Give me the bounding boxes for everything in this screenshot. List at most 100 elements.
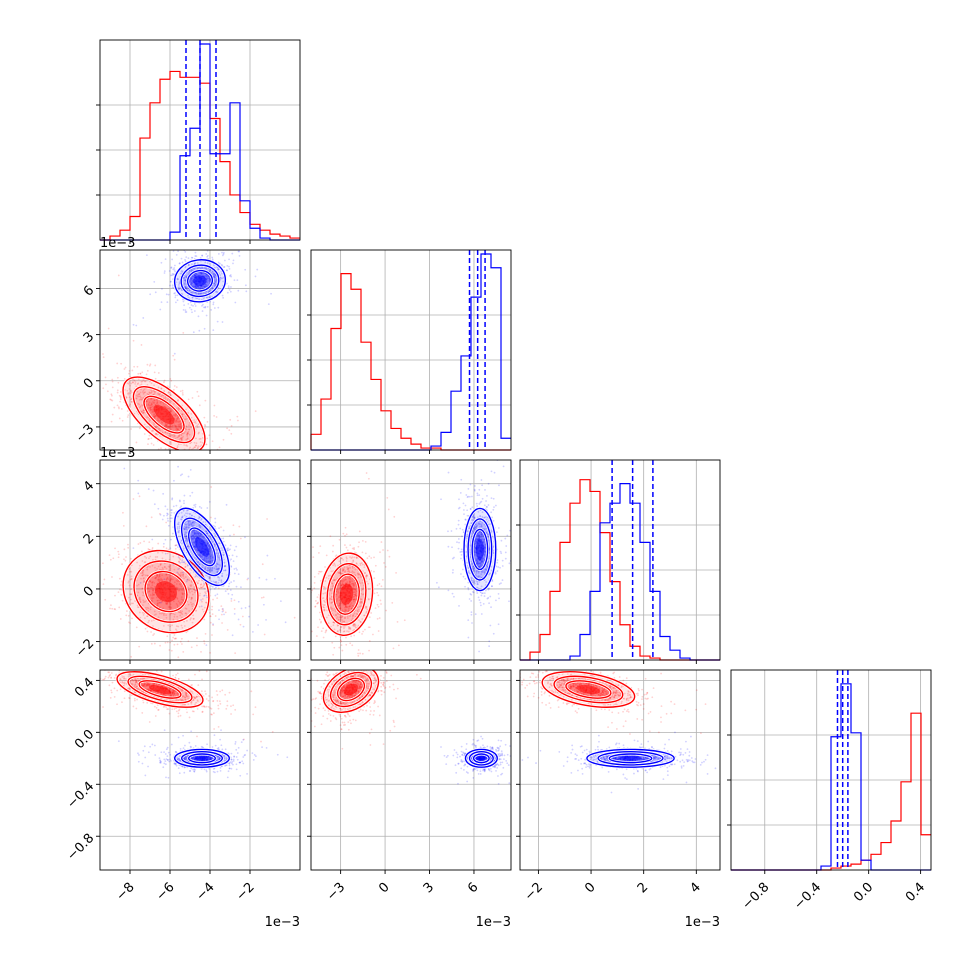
scatter-point bbox=[157, 417, 159, 420]
scatter-point bbox=[334, 610, 337, 613]
scatter-point bbox=[158, 420, 161, 423]
scatter-point bbox=[335, 554, 338, 557]
scatter-point bbox=[197, 267, 199, 270]
scatter-point bbox=[117, 381, 120, 384]
scatter-point bbox=[143, 555, 146, 558]
scatter-point bbox=[181, 473, 184, 476]
scatter-point bbox=[201, 598, 204, 600]
scatter-point bbox=[353, 587, 356, 590]
scatter-point bbox=[204, 452, 206, 454]
scatter-point bbox=[337, 592, 339, 594]
scatter-point bbox=[175, 418, 178, 420]
scatter-point bbox=[158, 393, 160, 396]
scatter-point bbox=[254, 275, 257, 278]
scatter-point bbox=[181, 261, 184, 264]
scatter-point bbox=[111, 399, 114, 402]
scatter-point bbox=[345, 546, 348, 549]
scatter-point bbox=[340, 557, 343, 560]
scatter-point bbox=[193, 545, 196, 547]
scatter-point bbox=[366, 574, 368, 577]
scatter-point bbox=[191, 593, 194, 596]
scatter-point bbox=[160, 577, 162, 580]
scatter-point bbox=[207, 567, 209, 570]
scatter-point bbox=[356, 572, 359, 575]
scatter-point bbox=[173, 267, 176, 269]
scatter-point bbox=[172, 454, 174, 456]
scatter-point bbox=[195, 458, 197, 460]
scatter-point bbox=[331, 585, 334, 588]
scatter-point bbox=[142, 317, 145, 319]
scatter-point bbox=[199, 292, 202, 295]
scatter-point bbox=[184, 260, 187, 263]
scatter-point bbox=[478, 650, 480, 653]
scatter-point bbox=[160, 578, 163, 581]
scatter-point bbox=[178, 286, 181, 289]
scatter-point bbox=[330, 606, 332, 609]
scatter-point bbox=[172, 563, 175, 566]
scatter-point bbox=[362, 630, 364, 633]
scatter-point bbox=[190, 412, 193, 415]
scatter-point bbox=[341, 582, 344, 585]
scatter-point bbox=[112, 557, 115, 560]
scatter-point bbox=[344, 608, 347, 611]
scatter-point bbox=[197, 517, 200, 520]
scatter-point bbox=[193, 267, 196, 270]
scatter-point bbox=[462, 502, 465, 505]
scatter-point bbox=[325, 616, 328, 619]
scatter-point bbox=[197, 292, 200, 295]
scatter-point bbox=[178, 557, 181, 560]
scatter-point bbox=[127, 581, 130, 584]
scatter-point bbox=[378, 583, 381, 585]
scatter-point bbox=[482, 540, 485, 543]
scatter-point bbox=[129, 392, 132, 395]
scatter-point bbox=[360, 598, 363, 601]
scatter-point bbox=[154, 415, 157, 418]
scatter-point bbox=[193, 274, 196, 276]
scatter-point bbox=[194, 286, 197, 288]
scatter-point bbox=[324, 592, 327, 594]
scatter-point bbox=[482, 557, 485, 560]
scatter-point bbox=[229, 418, 232, 421]
scatter-point bbox=[157, 507, 160, 510]
scatter-point bbox=[353, 625, 355, 628]
scatter-point bbox=[196, 390, 199, 393]
scatter-point bbox=[143, 380, 146, 383]
scatter-point bbox=[475, 540, 478, 543]
scatter-point bbox=[135, 394, 138, 397]
scatter-point bbox=[193, 531, 196, 534]
scatter-point bbox=[233, 549, 236, 552]
scatter-point bbox=[156, 419, 159, 422]
scatter-point bbox=[157, 372, 160, 374]
scatter-point bbox=[475, 572, 478, 574]
scatter-point bbox=[477, 583, 479, 585]
scatter-point bbox=[200, 271, 203, 274]
scatter-point bbox=[204, 424, 207, 427]
scatter-point bbox=[186, 432, 189, 434]
scatter-point bbox=[206, 561, 209, 564]
scatter-point bbox=[478, 534, 481, 537]
scatter-point bbox=[137, 378, 140, 381]
scatter-point bbox=[342, 568, 345, 571]
scatter-point bbox=[339, 572, 342, 575]
scatter-point bbox=[340, 557, 343, 560]
scatter-point bbox=[151, 538, 154, 541]
scatter-point bbox=[139, 372, 142, 375]
scatter-point bbox=[151, 599, 153, 602]
scatter-point bbox=[221, 610, 224, 613]
scatter-point bbox=[134, 383, 137, 385]
scatter-point bbox=[179, 422, 182, 425]
scatter-point bbox=[158, 580, 161, 583]
scatter-point bbox=[195, 286, 198, 289]
scatter-point bbox=[195, 548, 198, 550]
scatter-point bbox=[351, 556, 354, 559]
scatter-point bbox=[202, 536, 205, 538]
scatter-point bbox=[201, 586, 204, 589]
scatter-point bbox=[358, 573, 361, 576]
scatter-point bbox=[203, 559, 206, 562]
scatter-point bbox=[174, 292, 176, 294]
scatter-point bbox=[186, 519, 189, 522]
contour-red bbox=[333, 573, 360, 615]
scatter-point bbox=[180, 438, 183, 441]
scatter-point bbox=[199, 554, 201, 557]
scatter-point bbox=[171, 578, 174, 581]
